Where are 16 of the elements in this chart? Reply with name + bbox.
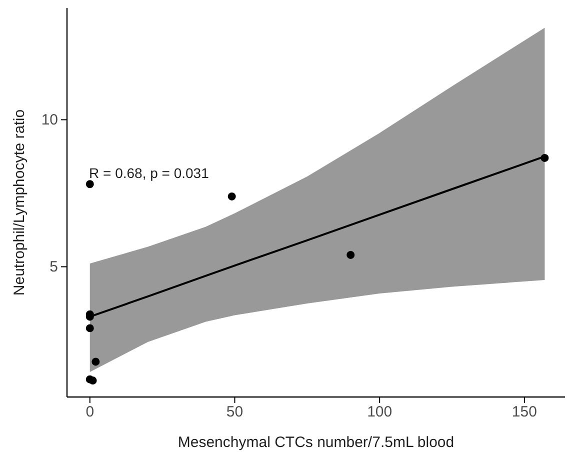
x-axis-title: Mesenchymal CTCs number/7.5mL blood (178, 434, 454, 451)
point (540, 154, 549, 162)
x-tick-label: 50 (226, 404, 244, 421)
point (228, 192, 236, 200)
point (88, 376, 97, 385)
y-tick-label: 10 (41, 112, 58, 129)
point (86, 180, 94, 188)
point (92, 358, 100, 366)
x-tick-label: 150 (512, 404, 537, 421)
annotation: R = 0.68, p = 0.031 (89, 165, 210, 181)
point (86, 324, 94, 332)
point (346, 251, 355, 259)
x-tick-label: 100 (367, 404, 392, 421)
y-tick-label: 5 (50, 258, 58, 276)
y-axis-title: Neutrophil/Lymphocyte ratio (11, 109, 28, 296)
x-tick-label: 0 (86, 404, 94, 421)
